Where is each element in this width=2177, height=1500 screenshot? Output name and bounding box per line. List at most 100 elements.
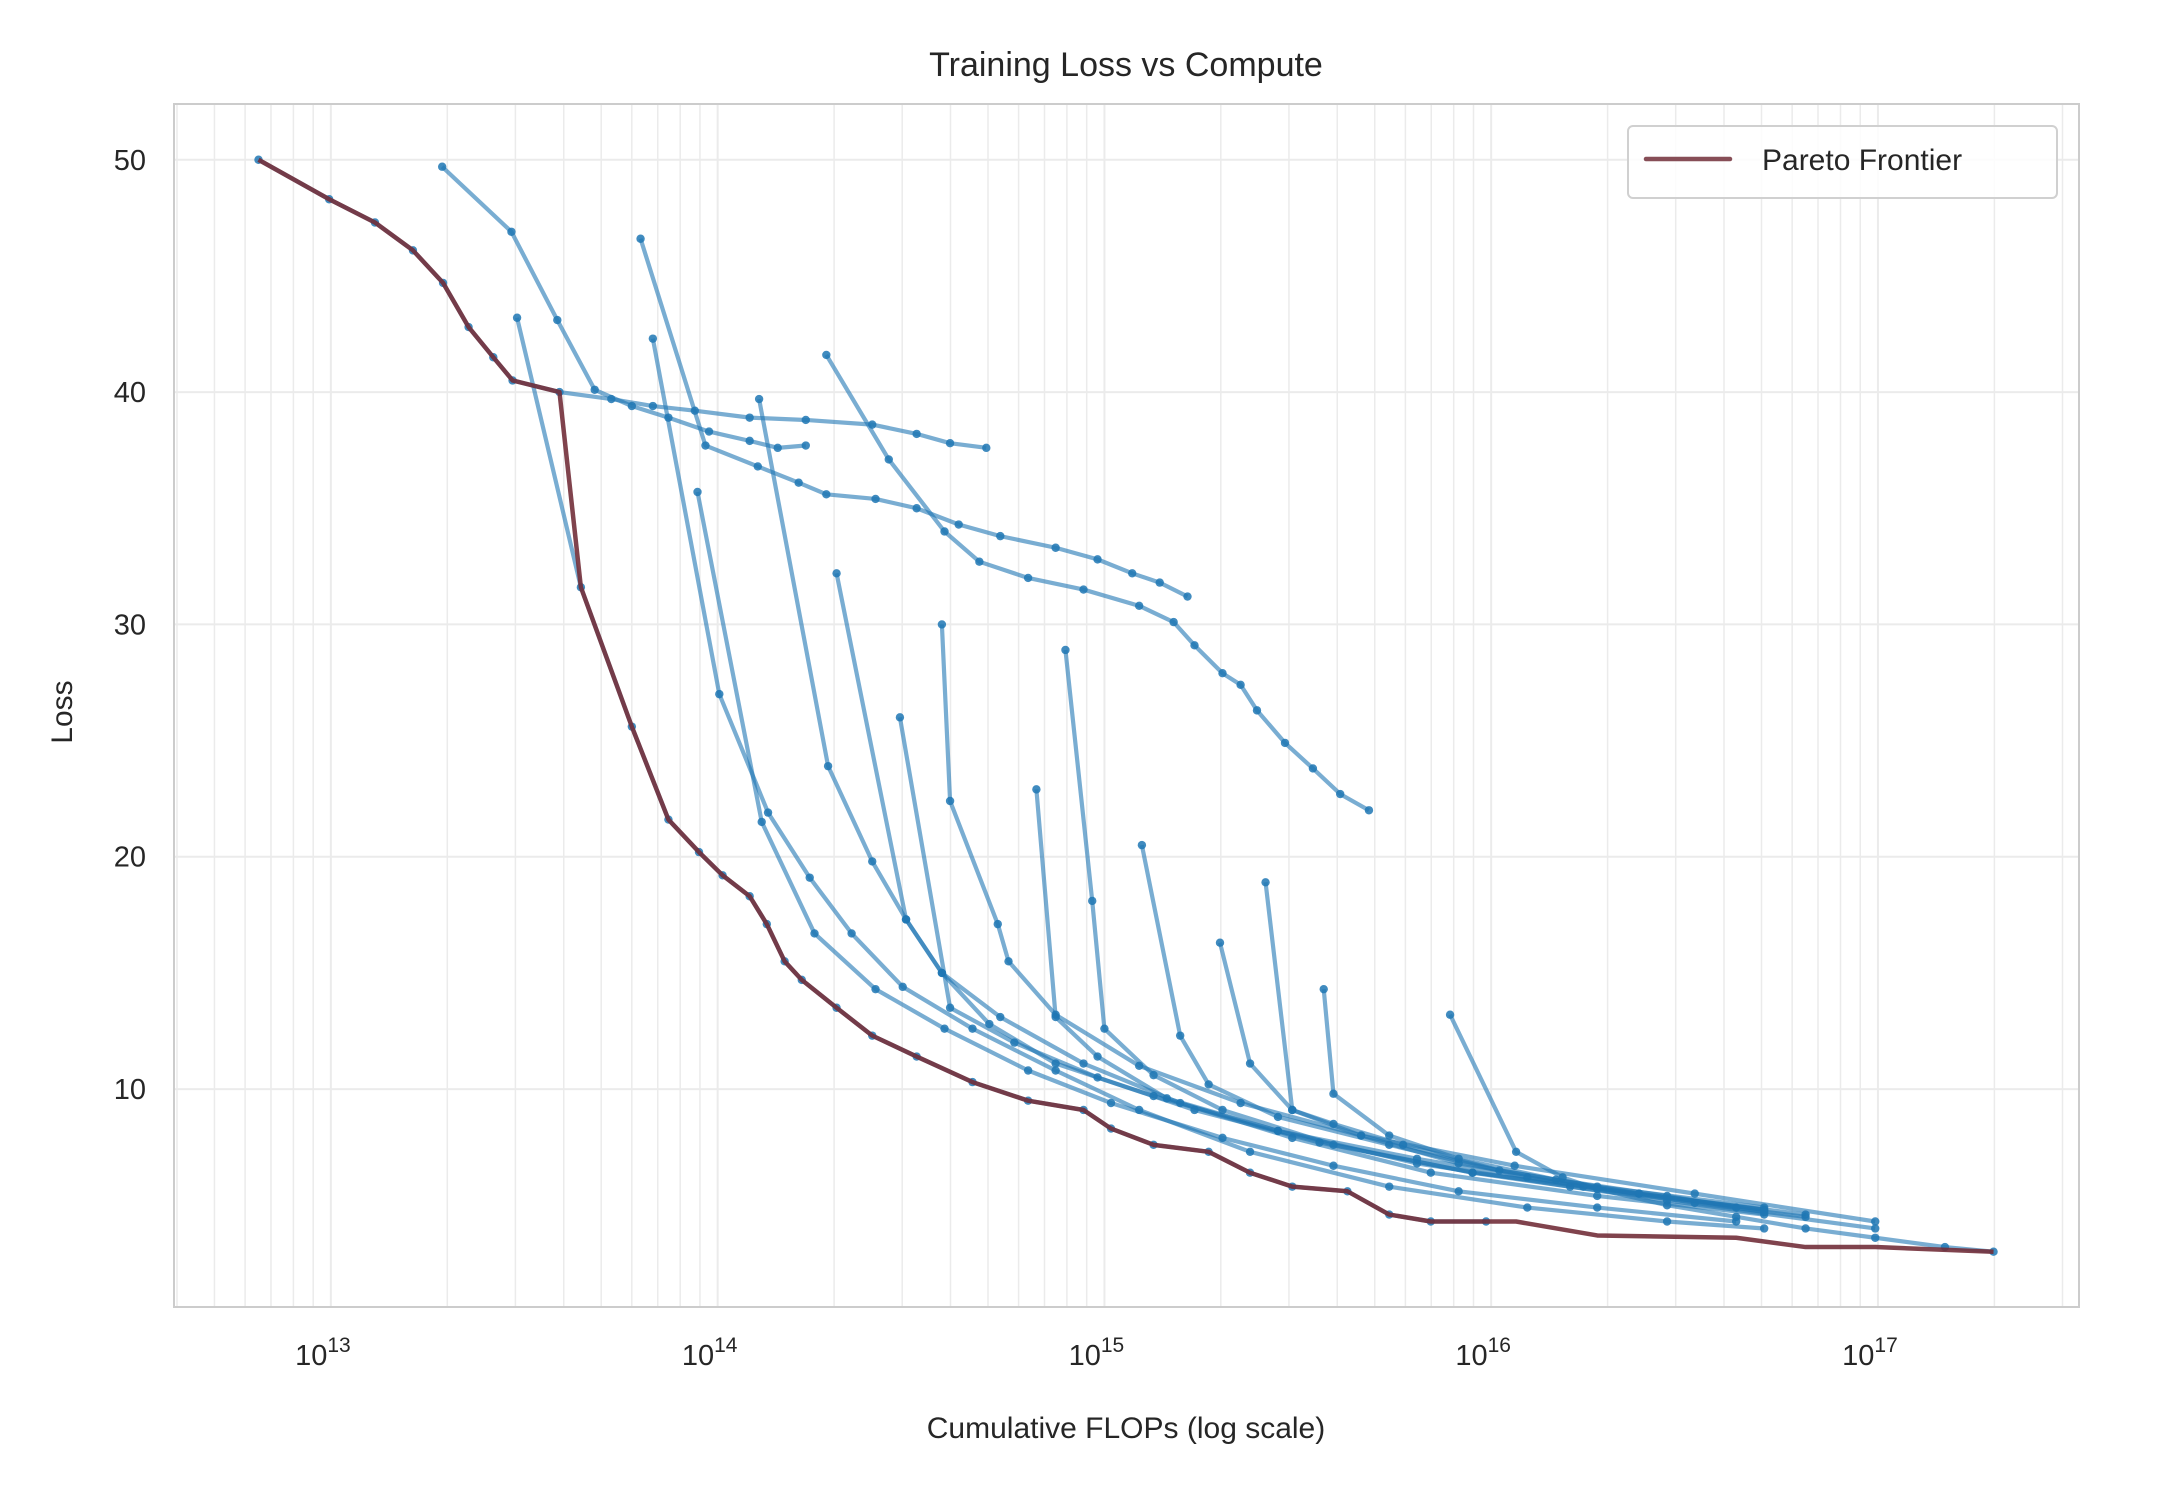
run-line bbox=[650, 338, 1765, 1231]
run-point bbox=[636, 234, 645, 243]
run-point bbox=[1385, 1131, 1394, 1140]
run-point bbox=[801, 415, 810, 425]
legend-box bbox=[1627, 125, 2058, 199]
run-line bbox=[757, 398, 1765, 1217]
training-run bbox=[636, 234, 1192, 601]
run-point bbox=[982, 443, 991, 453]
run-point bbox=[512, 313, 522, 322]
run-point bbox=[590, 385, 599, 394]
run-point bbox=[1051, 1066, 1060, 1075]
run-point bbox=[757, 817, 766, 827]
pareto-frontier bbox=[257, 157, 1994, 1254]
run-point bbox=[871, 984, 880, 994]
run-point bbox=[1759, 1208, 1769, 1217]
run-point bbox=[1319, 984, 1328, 994]
x-axis-label: Cumulative FLOPs (log scale) bbox=[927, 1412, 1325, 1445]
run-point bbox=[1252, 706, 1262, 715]
run-point bbox=[810, 929, 819, 938]
run-point bbox=[1032, 785, 1041, 794]
run-point bbox=[884, 455, 893, 464]
run-point bbox=[1329, 1161, 1338, 1170]
run-point bbox=[996, 531, 1005, 541]
run-point bbox=[1593, 1184, 1602, 1194]
plot-frame bbox=[173, 103, 2080, 1308]
training-run bbox=[1445, 1010, 1998, 1256]
run-point bbox=[1149, 1070, 1158, 1080]
run-point bbox=[553, 315, 562, 325]
run-point bbox=[507, 227, 516, 236]
run-point bbox=[1288, 1105, 1297, 1115]
run-point bbox=[745, 436, 754, 446]
run-point bbox=[1871, 1224, 1880, 1233]
run-point bbox=[847, 929, 856, 938]
run-point bbox=[1731, 1212, 1741, 1222]
run-point bbox=[895, 713, 905, 722]
run-point bbox=[1023, 573, 1033, 583]
y-axis-label: Loss bbox=[46, 680, 79, 743]
run-point bbox=[945, 439, 955, 448]
run-point bbox=[940, 1024, 949, 1033]
run-point bbox=[1261, 878, 1270, 887]
run-point bbox=[1593, 1203, 1602, 1212]
run-point bbox=[794, 478, 803, 487]
run-point bbox=[1329, 1089, 1338, 1098]
x-tick-label: 1013 bbox=[295, 1334, 351, 1372]
run-point bbox=[773, 443, 782, 453]
run-point bbox=[745, 413, 754, 422]
run-point bbox=[996, 1012, 1005, 1022]
run-point bbox=[1329, 1119, 1338, 1129]
pareto-line bbox=[257, 157, 1994, 1254]
legend: Pareto Frontier bbox=[1627, 125, 2058, 199]
run-point bbox=[1335, 789, 1345, 799]
x-tick-label: 1015 bbox=[1069, 1334, 1125, 1372]
run-line bbox=[824, 353, 1370, 813]
x-tick-label: 1014 bbox=[682, 1334, 738, 1372]
run-point bbox=[1236, 680, 1245, 690]
run-point bbox=[1183, 592, 1192, 601]
run-point bbox=[437, 162, 447, 171]
run-point bbox=[1593, 1191, 1602, 1201]
run-point bbox=[1454, 1154, 1463, 1163]
run-point bbox=[1093, 1052, 1102, 1061]
legend-pareto-label: Pareto Frontier bbox=[1762, 144, 1962, 177]
y-tick-label: 20 bbox=[114, 842, 146, 874]
run-point bbox=[1662, 1201, 1672, 1210]
run-point bbox=[1801, 1212, 1810, 1222]
run-point bbox=[1155, 578, 1164, 587]
x-tick-label: 1016 bbox=[1455, 1334, 1511, 1372]
run-point bbox=[1190, 641, 1199, 650]
run-line bbox=[1448, 1013, 1994, 1254]
run-point bbox=[1051, 1012, 1060, 1022]
run-point bbox=[1175, 1031, 1185, 1040]
run-point bbox=[1245, 1147, 1255, 1157]
run-point bbox=[1215, 938, 1225, 947]
run-point bbox=[1051, 543, 1060, 552]
run-point bbox=[753, 462, 762, 471]
run-point bbox=[1162, 1094, 1172, 1103]
run-point bbox=[1093, 555, 1102, 564]
run-point bbox=[823, 761, 833, 771]
run-point bbox=[898, 982, 907, 992]
run-point bbox=[1128, 569, 1137, 578]
x-tick-label: 1017 bbox=[1842, 1334, 1898, 1372]
run-point bbox=[1801, 1224, 1810, 1233]
run-point bbox=[1426, 1168, 1435, 1177]
run-point bbox=[822, 490, 831, 499]
training-run bbox=[822, 350, 1374, 815]
run-point bbox=[693, 487, 702, 497]
training-run bbox=[437, 162, 810, 453]
run-point bbox=[1308, 764, 1318, 773]
run-point bbox=[1023, 1066, 1033, 1075]
run-line bbox=[695, 491, 1737, 1224]
run-point bbox=[1558, 1173, 1567, 1182]
training-run bbox=[1319, 984, 1769, 1217]
y-tick-label: 40 bbox=[114, 377, 146, 409]
run-line bbox=[638, 238, 1189, 599]
run-point bbox=[1137, 840, 1147, 850]
training-run bbox=[937, 620, 1880, 1226]
run-point bbox=[1364, 806, 1374, 815]
run-point bbox=[1662, 1217, 1672, 1226]
run-point bbox=[1662, 1191, 1672, 1201]
run-point bbox=[1551, 1175, 1561, 1184]
